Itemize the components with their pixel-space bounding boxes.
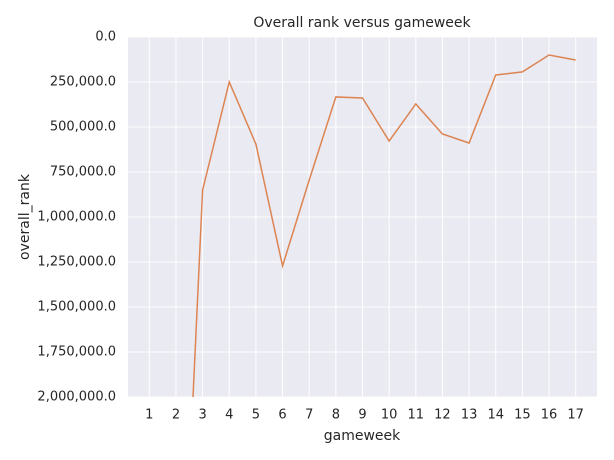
x-axis-label: gameweek xyxy=(324,428,401,444)
y-tick-label: 1,750,000.0 xyxy=(37,345,116,360)
y-tick-label: 0.0 xyxy=(95,30,116,45)
x-tick-label: 12 xyxy=(434,408,451,423)
y-tick-label: 250,000.0 xyxy=(50,75,116,90)
y-axis-label: overall_rank xyxy=(17,173,33,260)
x-tick-label: 3 xyxy=(198,408,206,423)
x-tick-label: 14 xyxy=(487,408,504,423)
chart-title: Overall rank versus gameweek xyxy=(253,15,471,31)
y-tick-label: 500,000.0 xyxy=(50,120,116,135)
y-tick-label: 1,250,000.0 xyxy=(37,255,116,270)
x-tick-label: 17 xyxy=(567,408,584,423)
x-tick-label: 5 xyxy=(252,408,260,423)
series-line xyxy=(192,54,576,397)
x-tick-label: 16 xyxy=(541,408,558,423)
x-tick-label: 13 xyxy=(461,408,478,423)
x-tick-label: 4 xyxy=(225,408,233,423)
x-tick-label: 9 xyxy=(358,408,366,423)
x-tick-label: 8 xyxy=(332,408,340,423)
x-tick-label: 15 xyxy=(514,408,531,423)
y-tick-label: 1,500,000.0 xyxy=(37,300,116,315)
x-tick-label: 10 xyxy=(381,408,398,423)
x-tick-label: 7 xyxy=(305,408,313,423)
x-tick-label: 11 xyxy=(408,408,425,423)
y-tick-label: 2,000,000.0 xyxy=(37,390,116,405)
x-tick-label: 2 xyxy=(172,408,180,423)
x-tick-label: 1 xyxy=(145,408,153,423)
y-tick-label: 1,000,000.0 xyxy=(37,210,116,225)
x-tick-label: 6 xyxy=(278,408,286,423)
y-tick-label: 750,000.0 xyxy=(50,165,116,180)
